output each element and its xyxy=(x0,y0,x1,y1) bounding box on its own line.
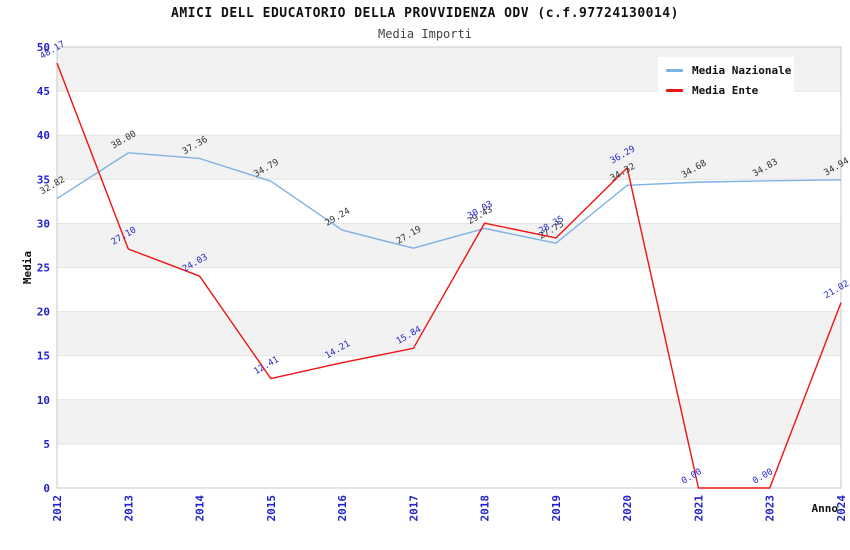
y-axis-title: Media xyxy=(21,251,34,284)
media-ente-line-swatch xyxy=(666,88,683,92)
svg-text:10: 10 xyxy=(37,394,50,407)
svg-text:40: 40 xyxy=(37,129,50,142)
chart-subtitle: Media Importi xyxy=(378,27,472,41)
svg-text:2019: 2019 xyxy=(550,495,563,522)
svg-text:2018: 2018 xyxy=(479,495,492,522)
svg-text:2024: 2024 xyxy=(835,495,848,522)
svg-text:2012: 2012 xyxy=(51,495,64,522)
svg-text:2016: 2016 xyxy=(336,495,349,522)
svg-text:2014: 2014 xyxy=(194,495,207,522)
y-axis-ticks: 0 5 10 15 20 25 30 35 40 45 50 xyxy=(37,41,50,495)
legend-item-media-ente: Media Ente xyxy=(666,84,794,97)
svg-text:2020: 2020 xyxy=(621,495,634,522)
svg-text:0.00: 0.00 xyxy=(680,467,704,487)
grid-bands xyxy=(57,47,841,444)
legend-item-media-nazionale: Media Nazionale xyxy=(666,64,794,77)
svg-text:2017: 2017 xyxy=(407,495,420,522)
svg-text:35: 35 xyxy=(37,173,50,186)
media-nazionale-line-swatch xyxy=(666,68,683,72)
svg-text:2013: 2013 xyxy=(122,495,135,522)
svg-text:5: 5 xyxy=(43,438,50,451)
legend: Media Nazionale Media Ente xyxy=(658,57,794,103)
svg-text:30: 30 xyxy=(37,217,50,230)
x-axis-ticks: 2012 2013 2014 2015 2016 2017 2018 2019 2020 2021… xyxy=(51,495,848,522)
svg-text:25: 25 xyxy=(37,262,50,275)
svg-text:2023: 2023 xyxy=(764,495,777,522)
svg-text:0: 0 xyxy=(43,482,50,495)
svg-text:2015: 2015 xyxy=(265,495,278,522)
legend-label-media-ente: Media Ente xyxy=(692,83,759,97)
chart-title: AMICI DELL EDUCATORIO DELLA PROVVIDENZA … xyxy=(171,6,679,21)
series-line-media-nazionale xyxy=(56,152,842,249)
legend-label-media-nazionale: Media Nazionale xyxy=(692,63,792,77)
svg-text:20: 20 xyxy=(37,306,50,319)
series-line-media-ente xyxy=(56,62,842,489)
svg-text:15: 15 xyxy=(37,350,50,363)
svg-text:21.02: 21.02 xyxy=(823,279,850,301)
svg-text:2021: 2021 xyxy=(692,495,705,522)
svg-text:45: 45 xyxy=(37,85,50,98)
plot-border xyxy=(56,46,842,489)
svg-text:50: 50 xyxy=(37,41,50,54)
x-axis-title: Anno xyxy=(812,502,839,515)
